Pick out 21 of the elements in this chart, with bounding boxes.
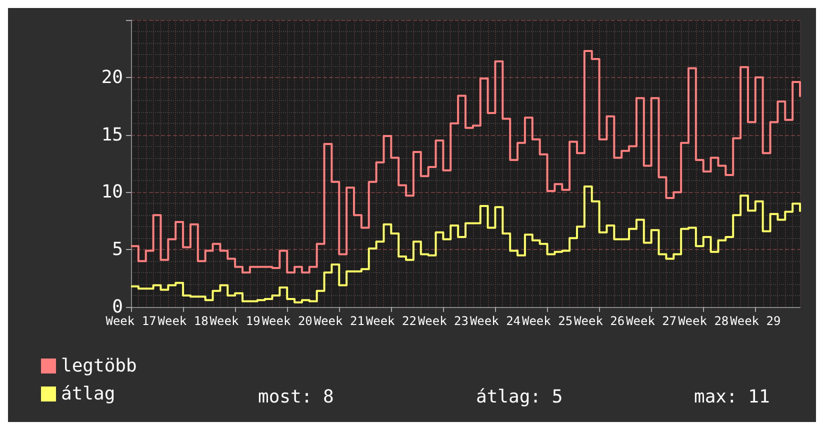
x-tick-label: Week 26 bbox=[574, 314, 625, 328]
x-tick-label: Week 29 bbox=[730, 314, 781, 328]
x-tick-label: Week 23 bbox=[418, 314, 468, 328]
x-tick-label: Week 25 bbox=[522, 314, 573, 328]
x-tick-label: Week 24 bbox=[470, 314, 521, 328]
legend-label: átlag bbox=[61, 384, 116, 404]
x-tick-label: Week 27 bbox=[626, 314, 677, 328]
y-tick-label: 20 bbox=[101, 66, 123, 88]
x-tick-label: Week 21 bbox=[314, 314, 364, 328]
y-tick-label: 10 bbox=[101, 182, 123, 203]
x-tick-label: Week 28 bbox=[678, 314, 729, 328]
x-tick-label: Week 22 bbox=[366, 314, 416, 328]
y-tick-label: 5 bbox=[112, 239, 123, 260]
x-tick-label: Week 18 bbox=[158, 314, 208, 328]
text: most: 8 bbox=[258, 386, 334, 408]
text: max: 11 bbox=[694, 386, 770, 408]
y-tick-label: 15 bbox=[101, 124, 123, 146]
text: átlag: 5 bbox=[476, 386, 563, 408]
legend-label: legtöbb bbox=[61, 356, 137, 376]
x-tick-label: Week 19 bbox=[210, 314, 260, 328]
x-tick-label: Week 20 bbox=[262, 314, 312, 328]
